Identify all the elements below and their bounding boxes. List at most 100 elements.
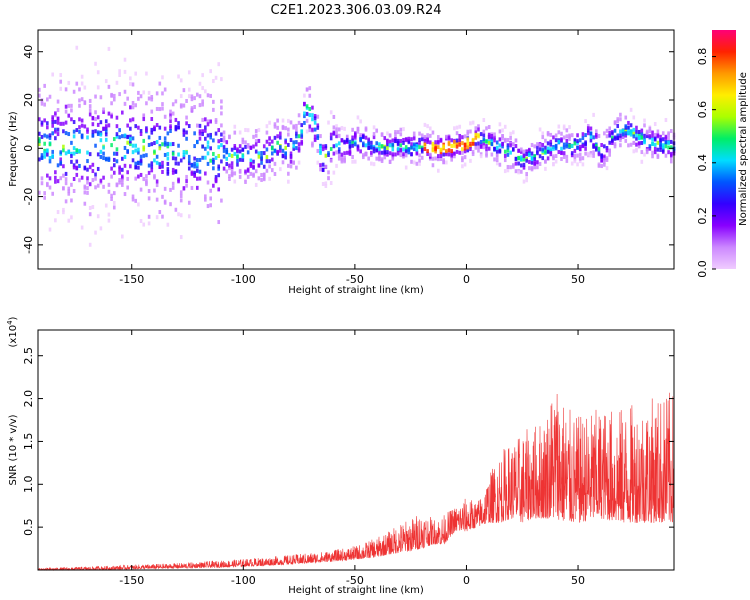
spectrogram-cell xyxy=(182,186,186,191)
spectrogram-cell xyxy=(530,151,534,156)
spectrogram-cell xyxy=(619,143,622,148)
spectrogram-cell xyxy=(129,81,132,86)
spectrogram-cell xyxy=(552,154,555,159)
spectrogram-cell xyxy=(627,120,630,125)
spectrogram-cell xyxy=(289,120,293,125)
spectrogram-cell xyxy=(423,134,427,139)
spectrogram-cell xyxy=(479,154,483,159)
spectrogram-cell xyxy=(611,135,614,140)
spectrogram-cell xyxy=(624,138,628,143)
spectrogram-cell xyxy=(112,200,116,205)
spectrogram-cell xyxy=(458,142,462,147)
spectrogram-cell xyxy=(59,150,63,155)
spectrogram-cell xyxy=(163,140,167,145)
spectrogram-cell xyxy=(265,124,269,129)
spectrogram-cell xyxy=(418,137,421,142)
spectrogram-cell xyxy=(437,154,440,159)
spectrogram-cell xyxy=(38,93,41,98)
spectrogram-cell xyxy=(142,153,146,158)
spectrogram-cell xyxy=(356,129,360,134)
spectrogram-cell xyxy=(600,158,603,163)
spectrogram-cell xyxy=(313,134,317,139)
spectrogram-cell xyxy=(193,173,196,178)
spectrogram-cell xyxy=(190,97,194,102)
spectrogram-cell xyxy=(126,185,129,190)
spectrogram-cell xyxy=(249,161,253,166)
spectrogram-cell xyxy=(70,117,73,122)
spectrogram-cell xyxy=(661,147,665,152)
spectrogram-cell xyxy=(281,160,285,165)
spectrogram-cell xyxy=(171,142,175,147)
spectrogram-cell xyxy=(212,151,215,156)
spectrogram-cell xyxy=(137,160,140,165)
spectrogram-cell xyxy=(383,136,387,141)
spectrogram-cell xyxy=(525,171,528,176)
spectrogram-x-axis-title: Height of straight line (km) xyxy=(288,285,424,296)
spectrogram-cell xyxy=(284,155,287,160)
spectrogram-cell xyxy=(56,120,60,125)
x-tick-label: -50 xyxy=(346,273,364,286)
spectrogram-cell xyxy=(118,180,121,185)
spectrogram-cell xyxy=(431,130,435,135)
spectrogram-cell xyxy=(629,129,633,134)
spectrogram-cell xyxy=(613,120,617,125)
spectrogram-cell xyxy=(351,138,354,143)
spectrogram-cell xyxy=(254,169,258,174)
spectrogram-cell xyxy=(399,127,403,132)
spectrogram-cell xyxy=(222,154,226,159)
spectrogram-cell xyxy=(659,138,662,143)
spectrogram-cell xyxy=(145,101,148,106)
spectrogram-cell xyxy=(134,148,138,153)
y-tick-label: 1.5 xyxy=(22,433,35,451)
spectrogram-cell xyxy=(565,134,569,139)
spectrogram-cell xyxy=(187,161,191,166)
spectrogram-cell xyxy=(375,148,379,153)
spectrogram-cell xyxy=(94,94,97,99)
spectrogram-cell xyxy=(608,126,611,131)
spectrogram-cell xyxy=(305,104,309,109)
spectrogram-cell xyxy=(158,81,162,86)
spectrogram-cell xyxy=(78,125,81,130)
spectrogram-cell xyxy=(54,129,57,134)
spectrogram-cell xyxy=(514,144,518,149)
spectrogram-cell xyxy=(262,151,266,156)
spectrogram-cell xyxy=(669,151,673,156)
spectrogram-cell xyxy=(332,125,336,130)
spectrogram-cell xyxy=(605,128,609,133)
spectrogram-cell xyxy=(380,144,384,149)
spectrogram-cell xyxy=(557,130,561,135)
spectrogram-cell xyxy=(78,103,81,108)
spectrogram-cell xyxy=(238,149,242,154)
spectrogram-cell xyxy=(589,153,593,158)
spectrogram-cell xyxy=(498,122,502,127)
spectrogram-cell xyxy=(651,137,654,142)
spectrogram-cell xyxy=(643,139,646,144)
spectrogram-cell xyxy=(396,130,400,135)
spectrogram-cell xyxy=(78,163,81,168)
spectrogram-cell xyxy=(129,134,132,139)
spectrogram-cell xyxy=(59,86,63,91)
spectrogram-cell xyxy=(187,166,191,171)
spectrogram-cell xyxy=(402,147,405,152)
spectrogram-cell xyxy=(123,192,127,197)
spectrogram-cell xyxy=(161,194,164,199)
spectrogram-cell xyxy=(209,135,212,140)
spectrogram-cell xyxy=(503,124,507,129)
spectrogram-cell xyxy=(482,129,486,134)
spectrogram-cell xyxy=(265,168,269,173)
spectrogram-cell xyxy=(270,157,274,162)
spectrogram-cell xyxy=(131,117,135,122)
spectrogram-cell xyxy=(195,168,199,173)
spectrogram-cell xyxy=(153,125,156,130)
spectrogram-cell xyxy=(150,164,154,169)
spectrogram-cell xyxy=(46,152,49,157)
spectrogram-cell xyxy=(204,146,207,151)
spectrogram-cell xyxy=(493,132,496,137)
spectrogram-cell xyxy=(64,181,68,186)
spectrogram-cell xyxy=(348,149,352,154)
spectrogram-cell xyxy=(43,83,46,88)
spectrogram-cell xyxy=(48,159,52,164)
x-tick-label: 0 xyxy=(463,574,470,587)
spectrogram-cell xyxy=(453,140,456,145)
spectrogram-cell xyxy=(300,123,304,128)
